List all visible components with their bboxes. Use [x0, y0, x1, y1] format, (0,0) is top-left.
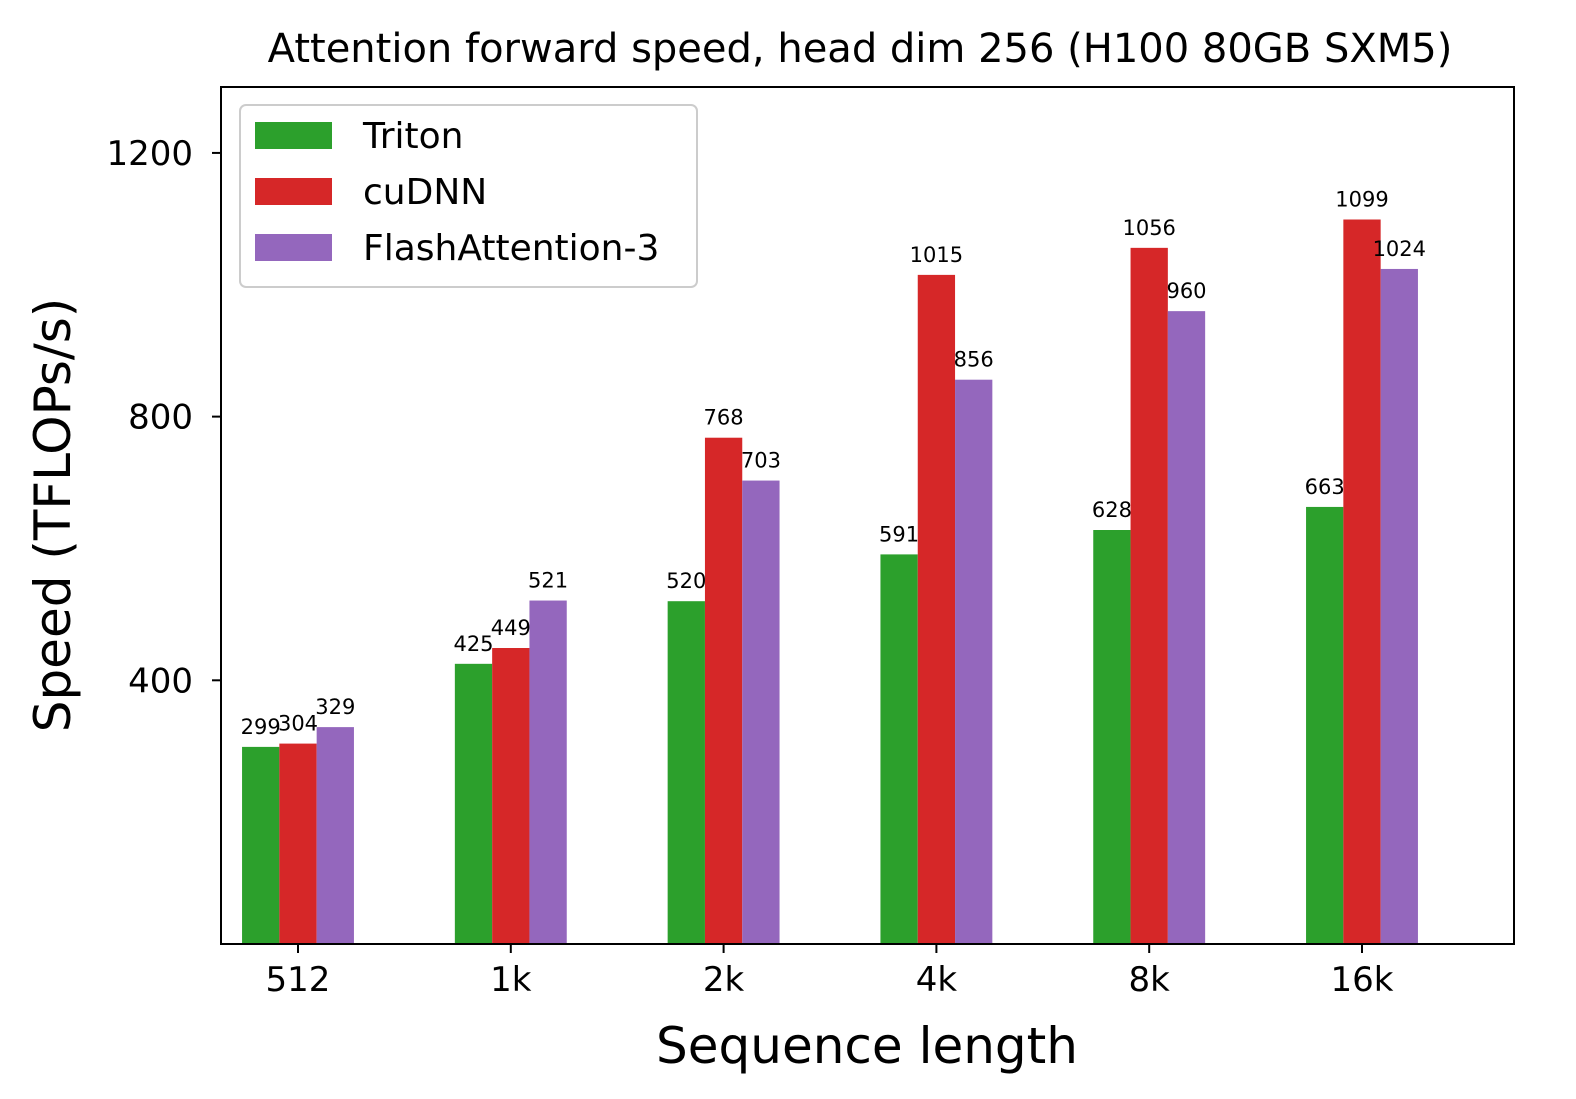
bar-flashattention-3-2k: [742, 480, 780, 944]
bar-cudnn-16k: [1343, 219, 1381, 945]
legend-swatch: [255, 234, 332, 261]
plot-frame: [220, 86, 1515, 945]
data-label: 663: [1305, 475, 1345, 499]
y-tick-label: 1200: [106, 134, 193, 174]
legend-box: [239, 104, 698, 288]
data-label: 856: [954, 348, 994, 372]
bar-triton-16k: [1306, 506, 1344, 944]
x-tick-label: 16k: [1331, 960, 1394, 1000]
bar-cudnn-4k: [917, 274, 956, 945]
bar-triton-8k: [1093, 530, 1131, 944]
legend-swatch: [255, 178, 332, 205]
legend-label: Triton: [362, 116, 463, 157]
bar-cudnn-8k: [1130, 247, 1168, 945]
bar-flashattention-3-8k: [1167, 311, 1206, 945]
x-tick-label: 1k: [490, 960, 532, 1000]
bar-cudnn-1k: [492, 648, 530, 944]
legend-label: FlashAttention-3: [363, 228, 659, 269]
bars-layer: [242, 219, 1418, 945]
data-label: 591: [879, 522, 919, 546]
data-label: 1015: [910, 243, 963, 267]
data-label: 304: [278, 712, 318, 736]
y-tick-label: 800: [128, 398, 193, 438]
bar-triton-1k: [454, 663, 493, 944]
data-label: 628: [1092, 498, 1132, 522]
data-label: 768: [704, 406, 744, 430]
bar-flashattention-3-512: [316, 727, 354, 944]
y-axis-label: Speed (TFLOPs/s): [24, 298, 82, 733]
bar-triton-512: [242, 746, 280, 944]
bar-flashattention-3-1k: [529, 600, 567, 944]
bar-flashattention-3-4k: [955, 379, 993, 944]
chart-title: Attention forward speed, head dim 256 (H…: [268, 26, 1453, 72]
x-tick-label: 8k: [1129, 960, 1171, 1000]
bar-triton-2k: [667, 601, 705, 944]
data-label: 449: [491, 616, 531, 640]
data-label: 1024: [1373, 237, 1426, 261]
x-tick-label: 2k: [703, 960, 745, 1000]
data-label: 425: [453, 632, 493, 656]
data-label: 329: [315, 695, 355, 719]
bar-flashattention-3-16k: [1380, 268, 1418, 944]
bar-cudnn-2k: [704, 437, 743, 944]
data-label: 960: [1166, 279, 1206, 303]
x-tick-label: 4k: [916, 960, 958, 1000]
legend: Triton cuDNN FlashAttention-3: [239, 104, 698, 288]
data-label: 521: [528, 569, 568, 593]
data-label: 299: [241, 715, 281, 739]
bar-cudnn-512: [279, 743, 317, 944]
x-axis-ticks: 512 1k 2k 4k 8k 16k: [266, 944, 1394, 1000]
legend-swatch: [255, 122, 332, 149]
data-label: 1099: [1335, 188, 1388, 212]
bar-triton-4k: [880, 554, 918, 944]
data-label: 703: [741, 449, 781, 473]
data-label: 520: [666, 569, 706, 593]
data-label: 1056: [1122, 216, 1175, 240]
x-axis-label: Sequence length: [656, 1017, 1078, 1075]
y-axis-ticks: 400 800 1200: [106, 134, 221, 701]
x-tick-label: 512: [266, 960, 331, 1000]
legend-label: cuDNN: [363, 172, 487, 213]
y-tick-label: 400: [128, 661, 193, 701]
